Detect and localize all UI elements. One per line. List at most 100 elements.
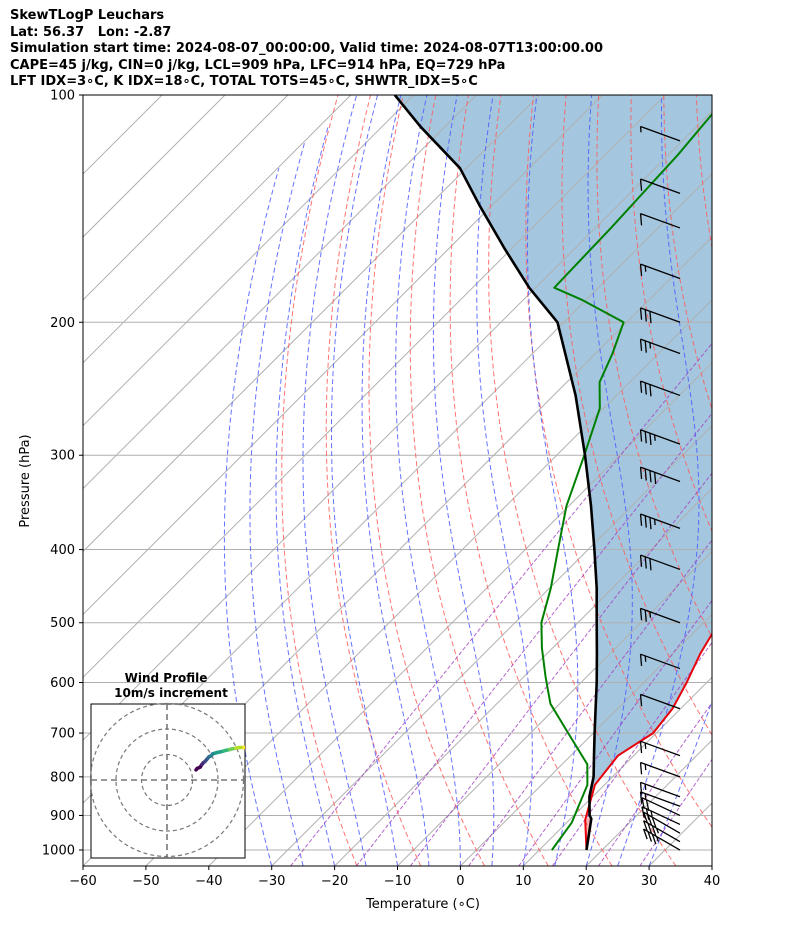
barb-staff [643, 820, 681, 843]
wind-barbs [639, 125, 681, 851]
barb-staff [640, 791, 681, 807]
wind-barb [639, 693, 681, 710]
barb-flag [644, 382, 647, 395]
barb-flag [645, 808, 650, 820]
barb-flag [651, 833, 657, 845]
moist-adiabat [302, 95, 367, 866]
barb-half-flag [644, 265, 647, 272]
x-tick-label: −10 [384, 874, 411, 889]
mixing-ratio-line [355, 412, 712, 866]
barb-flag [651, 816, 657, 828]
figure-title-block: SkewTLogP Leuchars Lat: 56.37 Lon: -2.87… [10, 8, 603, 91]
title-line-cape: CAPE=45 j/kg, CIN=0 j/kg, LCL=909 hPa, L… [10, 57, 506, 73]
barb-staff [640, 307, 681, 323]
barb-half-flag [649, 342, 652, 349]
x-axis-label: Temperature (∘C) [365, 897, 480, 912]
mixing-ratio-line [468, 539, 712, 866]
barb-flag [639, 429, 643, 442]
x-tick-label: −50 [132, 874, 159, 889]
wind-barb [639, 429, 681, 446]
wind-barb [643, 820, 681, 843]
barb-half-flag [644, 655, 647, 662]
barb-staff [640, 740, 681, 757]
mixing-ratio-line [409, 472, 712, 866]
barb-staff [640, 513, 681, 530]
barb-flag [647, 831, 653, 842]
wind-barb [639, 466, 681, 485]
title-line-indices: LFT IDX=3∘C, K IDX=18∘C, TOTAL TOTS=45∘C… [10, 74, 478, 90]
profile-lines [393, 95, 712, 851]
x-tick-label: 0 [456, 874, 464, 889]
barb-half-flag [653, 519, 656, 526]
barb-flag [649, 558, 652, 571]
barb-staff [640, 607, 681, 624]
x-tick-label: 30 [641, 874, 658, 889]
wind-barb [639, 653, 681, 670]
barb-flag [639, 782, 643, 795]
barb-flag [639, 213, 643, 226]
x-tick-label: 20 [578, 874, 595, 889]
barb-flag [639, 467, 643, 479]
barb-half-flag [656, 836, 659, 842]
mixing-ratio-line [290, 342, 712, 866]
barb-half-flag [653, 434, 656, 441]
parcel-line [393, 95, 599, 851]
barb-staff [640, 212, 681, 229]
isotherm-line [83, 95, 666, 679]
x-tick-label: −40 [195, 874, 222, 889]
y-tick-label: 500 [50, 616, 75, 631]
isotherm-line [83, 95, 289, 301]
barb-flag [653, 472, 657, 485]
isotherm-line [460, 613, 712, 866]
y-tick-label: 800 [50, 770, 75, 785]
barb-flag [639, 608, 643, 621]
wind-barb [639, 212, 681, 229]
y-tick-label: 200 [50, 316, 75, 331]
dry-adiabat [409, 95, 549, 866]
dry-adiabat [729, 95, 794, 866]
wind-barb [639, 338, 681, 355]
isotherm-line [334, 487, 712, 866]
y-tick-label: 300 [50, 449, 75, 464]
barb-flag [649, 433, 652, 446]
barb-flag [649, 470, 652, 483]
isotherm-line [711, 865, 712, 866]
wind-barb [639, 607, 681, 624]
barb-half-flag [656, 827, 659, 834]
temperature-line [584, 632, 712, 851]
barb-half-flag [639, 126, 642, 133]
x-tick-label: 10 [515, 874, 532, 889]
moist-adiabat [527, 95, 579, 866]
barb-staff [640, 781, 681, 798]
barb-staff [640, 178, 681, 195]
barb-half-flag [644, 784, 647, 791]
y-tick-label: 600 [50, 676, 75, 691]
moist-adiabat [476, 95, 533, 866]
dry-adiabat [596, 95, 712, 639]
dewpoint-line [540, 112, 712, 851]
inset-trace [194, 745, 245, 772]
wind-barb [639, 740, 681, 757]
x-tick-label: −20 [321, 874, 348, 889]
barb-flag [647, 822, 653, 834]
wind-barb [641, 797, 681, 817]
barb-staff [640, 653, 681, 670]
isotherm-line [83, 95, 603, 616]
moist-adiabat [275, 126, 336, 866]
barb-half-flag [644, 764, 647, 771]
barb-flag [639, 762, 643, 775]
barb-staff [640, 466, 681, 483]
dry-adiabat [449, 95, 613, 866]
dry-adiabat [762, 95, 794, 866]
barb-staff [640, 263, 681, 280]
barb-flag [644, 610, 647, 622]
y-tick-label: 400 [50, 543, 75, 558]
inset-title: Wind Profile [125, 671, 208, 685]
barb-flag [639, 178, 643, 191]
moist-adiabat [361, 95, 430, 866]
wind-barb [639, 263, 681, 280]
wind-barb [639, 761, 681, 778]
isotherm-line [83, 95, 477, 490]
wind-barb [639, 781, 681, 798]
